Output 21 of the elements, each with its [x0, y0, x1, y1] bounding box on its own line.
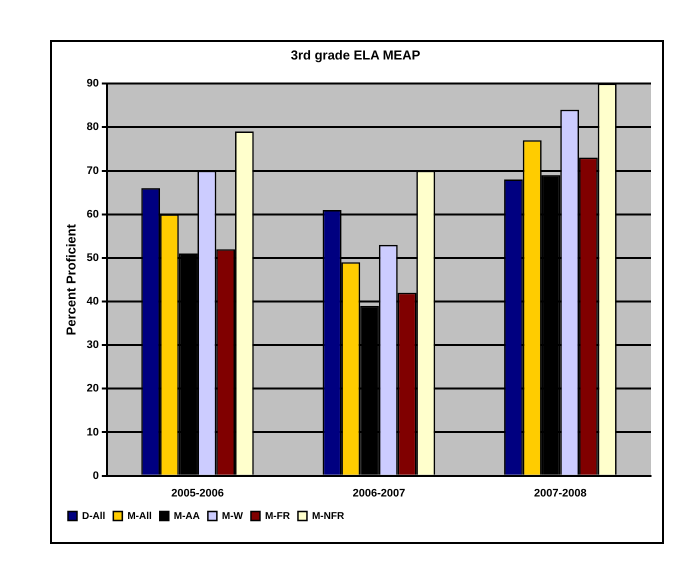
y-tick-label: 90 — [86, 78, 99, 90]
y-tick-label: 70 — [86, 164, 99, 177]
y-tick-label: 0 — [92, 470, 99, 482]
y-axis-title: Percent Proficient — [63, 223, 78, 336]
y-tick-label: 10 — [86, 426, 99, 438]
x-tick-label: 2005-2006 — [171, 487, 224, 500]
chart-title: 3rd grade ELA MEAP — [290, 47, 421, 62]
legend-label: D-All — [82, 510, 106, 522]
y-tick-label: 80 — [86, 121, 99, 134]
legend-label: M-FR — [264, 510, 291, 522]
x-tick-label: 2006-2007 — [352, 487, 406, 500]
legend-label: M-NFR — [312, 510, 345, 522]
y-tick-label: 30 — [86, 339, 99, 352]
x-tick-label: 2007-2008 — [534, 487, 587, 500]
y-tick-label: 60 — [86, 208, 99, 220]
y-tick-label: 40 — [86, 296, 99, 308]
legend-label: M-All — [127, 510, 152, 522]
y-tick-label: 50 — [86, 252, 99, 264]
legend-label: M-AA — [174, 510, 200, 522]
legend-label: M-W — [222, 510, 244, 522]
y-tick-label: 20 — [86, 382, 99, 395]
